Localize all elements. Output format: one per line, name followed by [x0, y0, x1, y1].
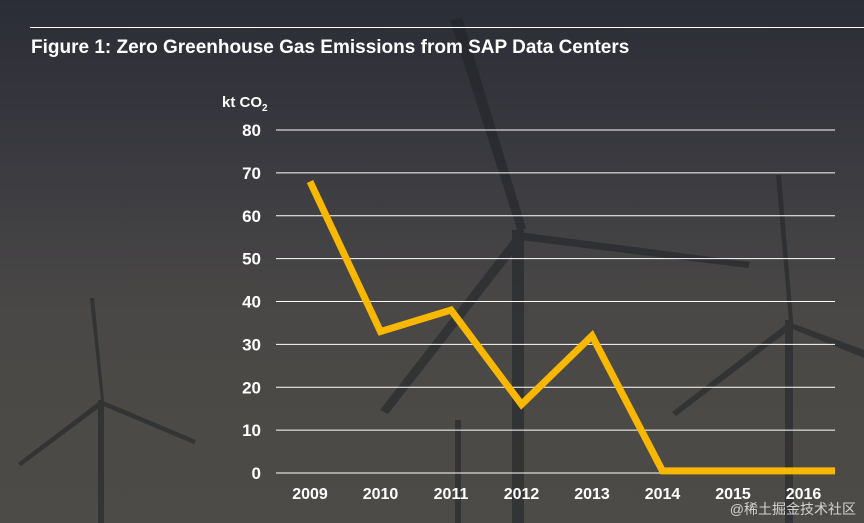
y-tick-label: 40 — [242, 293, 261, 312]
x-tick-label: 2016 — [786, 486, 822, 503]
y-axis-label-subscript: 2 — [262, 103, 268, 114]
y-tick-label: 60 — [242, 207, 261, 226]
x-tick-label: 2011 — [434, 486, 469, 503]
x-tick-label: 2012 — [504, 486, 540, 503]
watermark: @稀土掘金技术社区 — [729, 501, 856, 517]
x-tick-label: 2010 — [363, 486, 399, 503]
y-tick-label: 10 — [242, 421, 261, 440]
chart-title: Figure 1: Zero Greenhouse Gas Emissions … — [31, 37, 630, 58]
y-tick-label: 20 — [242, 378, 261, 397]
series-line — [306, 179, 835, 475]
x-tick-label: 2013 — [574, 486, 610, 503]
y-tick-label: 0 — [252, 464, 261, 483]
x-tick-label: 2009 — [292, 486, 328, 503]
title-rule — [30, 27, 864, 28]
y-tick-label: 30 — [242, 335, 261, 354]
x-tick-label: 2015 — [715, 486, 751, 503]
y-tick-label: 80 — [242, 121, 261, 140]
y-tick-label: 70 — [242, 164, 261, 183]
y-tick-label: 50 — [242, 250, 261, 269]
x-tick-label: 2014 — [645, 486, 681, 503]
y-axis-label: kt CO2 — [222, 94, 268, 114]
y-axis-label-text: kt CO — [222, 94, 263, 111]
